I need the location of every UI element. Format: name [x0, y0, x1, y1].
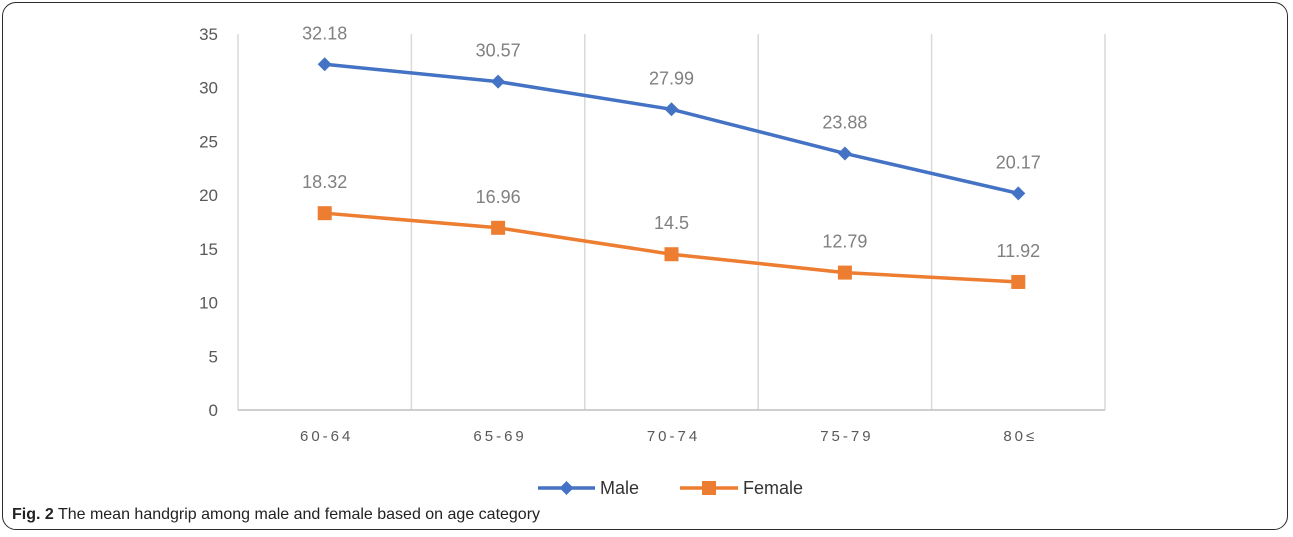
x-axis: 60-64 65-69 70-74 75-79 80≤ [300, 428, 1037, 445]
figure-caption: Fig. 2 The mean handgrip among male and … [12, 506, 540, 524]
y-tick-label: 15 [199, 240, 218, 259]
male-legend-marker [559, 481, 574, 495]
y-tick-label: 30 [199, 79, 218, 98]
female-data-label: 14.5 [654, 213, 689, 233]
x-tick-label: 70-74 [647, 428, 700, 445]
y-tick-label: 35 [199, 25, 218, 44]
male-data-point [317, 57, 332, 72]
male-data-point [1011, 186, 1026, 201]
female-legend-marker [702, 481, 716, 495]
y-axis: 0 5 10 15 20 25 30 35 [199, 25, 218, 420]
x-tick-label: 80≤ [1003, 428, 1037, 445]
male-legend-label: Male [600, 478, 639, 498]
figure-frame [2, 2, 1288, 530]
male-data-point [664, 102, 679, 117]
male-data-label: 27.99 [649, 68, 694, 88]
female-data-label: 12.79 [822, 232, 867, 252]
male-data-point [491, 74, 506, 89]
y-tick-label: 0 [209, 401, 218, 420]
female-data-label: 16.96 [476, 187, 521, 207]
female-data-point [317, 206, 332, 221]
female-data-label: 18.32 [302, 172, 347, 192]
x-tick-label: 60-64 [300, 428, 353, 445]
y-tick-label: 10 [199, 294, 218, 313]
y-tick-label: 25 [199, 132, 218, 151]
x-tick-label: 75-79 [820, 428, 873, 445]
female-legend-label: Female [743, 478, 803, 498]
female-data-point [1011, 274, 1026, 289]
x-tick-label: 65-69 [473, 428, 526, 445]
male-data-point [837, 146, 852, 161]
y-tick-label: 20 [199, 186, 218, 205]
male-data-label: 20.17 [996, 152, 1041, 172]
male-data-label: 23.88 [822, 112, 867, 132]
series-group: 32.18 30.57 27.99 23.88 20.17 18.32 16.96 14.5 1… [302, 23, 1041, 289]
legend: Male Female [538, 478, 803, 498]
y-tick-label: 5 [209, 347, 218, 366]
gridlines [237, 34, 1106, 411]
female-data-label: 11.92 [996, 241, 1040, 261]
caption-text: The mean handgrip among male and female … [53, 506, 541, 523]
female-data-point [664, 247, 679, 262]
female-data-point [837, 265, 852, 280]
male-data-label: 30.57 [476, 41, 521, 61]
female-data-point [491, 220, 506, 235]
caption-label: Fig. 2 [12, 506, 54, 523]
male-data-label: 32.18 [302, 23, 347, 43]
